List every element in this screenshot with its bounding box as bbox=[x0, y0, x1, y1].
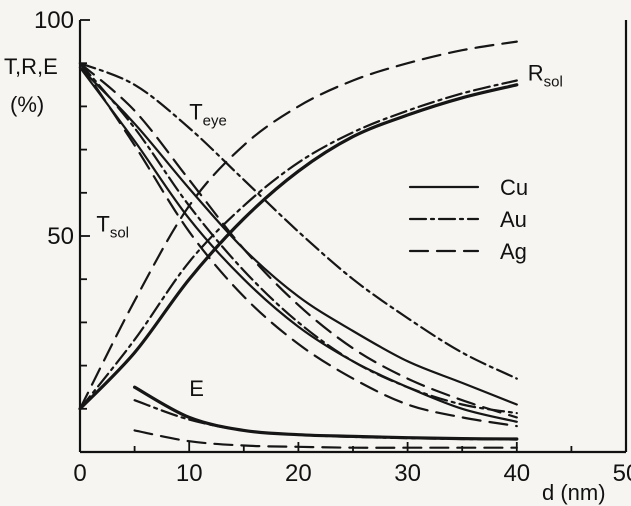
curve-label-t-eye: Teye bbox=[189, 99, 227, 129]
series-au-t-eye-line bbox=[78, 62, 518, 380]
series-au-e-line bbox=[133, 399, 518, 441]
series-ag-e-line bbox=[133, 429, 518, 449]
curve-label-r-sol: Rsol bbox=[528, 60, 563, 90]
curve-label-t-sol: Tsol bbox=[96, 212, 129, 242]
y-axis-title-line-2: (%) bbox=[10, 92, 44, 117]
series-cu-t-sol-line bbox=[78, 66, 518, 423]
legend-label-ag: Ag bbox=[500, 239, 527, 264]
y-axis-title: T,R,E (%) bbox=[4, 54, 58, 117]
series-ag-t-sol-line bbox=[78, 62, 518, 428]
x-tick-label: 50 bbox=[613, 460, 631, 487]
legend-label-cu: Cu bbox=[500, 175, 528, 200]
series-cu-r-sol-line bbox=[78, 83, 519, 411]
series-cu-t-eye-line bbox=[78, 66, 518, 406]
x-tick-label: 10 bbox=[176, 460, 203, 487]
legend-label-au: Au bbox=[500, 207, 527, 232]
y-axis-title-line-1: T,R,E bbox=[4, 54, 58, 79]
x-tick-label: 0 bbox=[73, 460, 86, 487]
x-axis-title: d (nm) bbox=[542, 480, 606, 505]
annotation-layer: Rsol Teye Tsol E bbox=[96, 60, 562, 400]
x-tick-label: 30 bbox=[394, 460, 421, 487]
y-tick-label: 50 bbox=[47, 223, 74, 250]
series-ag-t-eye-line bbox=[78, 62, 518, 419]
curve-label-e: E bbox=[189, 376, 204, 401]
series-au-r-sol-line bbox=[78, 79, 518, 410]
x-tick-label: 20 bbox=[285, 460, 312, 487]
ticks: 0 10 20 30 40 50 50 100 bbox=[34, 7, 631, 487]
x-tick-label: 40 bbox=[503, 460, 530, 487]
series-ag-r-sol-line bbox=[78, 40, 518, 410]
legend: Cu Au Ag bbox=[408, 175, 528, 264]
y-tick-label: 100 bbox=[34, 7, 74, 34]
series-layer bbox=[78, 40, 519, 449]
series-au-t-sol-line bbox=[78, 62, 518, 415]
